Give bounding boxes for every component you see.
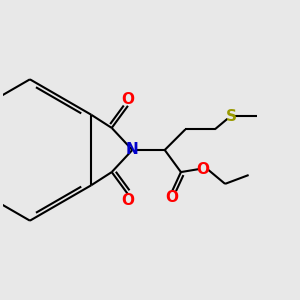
Text: O: O — [122, 92, 134, 107]
Text: O: O — [122, 193, 134, 208]
Text: O: O — [196, 162, 209, 177]
Text: S: S — [226, 109, 236, 124]
Text: O: O — [166, 190, 178, 205]
Text: N: N — [126, 142, 139, 158]
